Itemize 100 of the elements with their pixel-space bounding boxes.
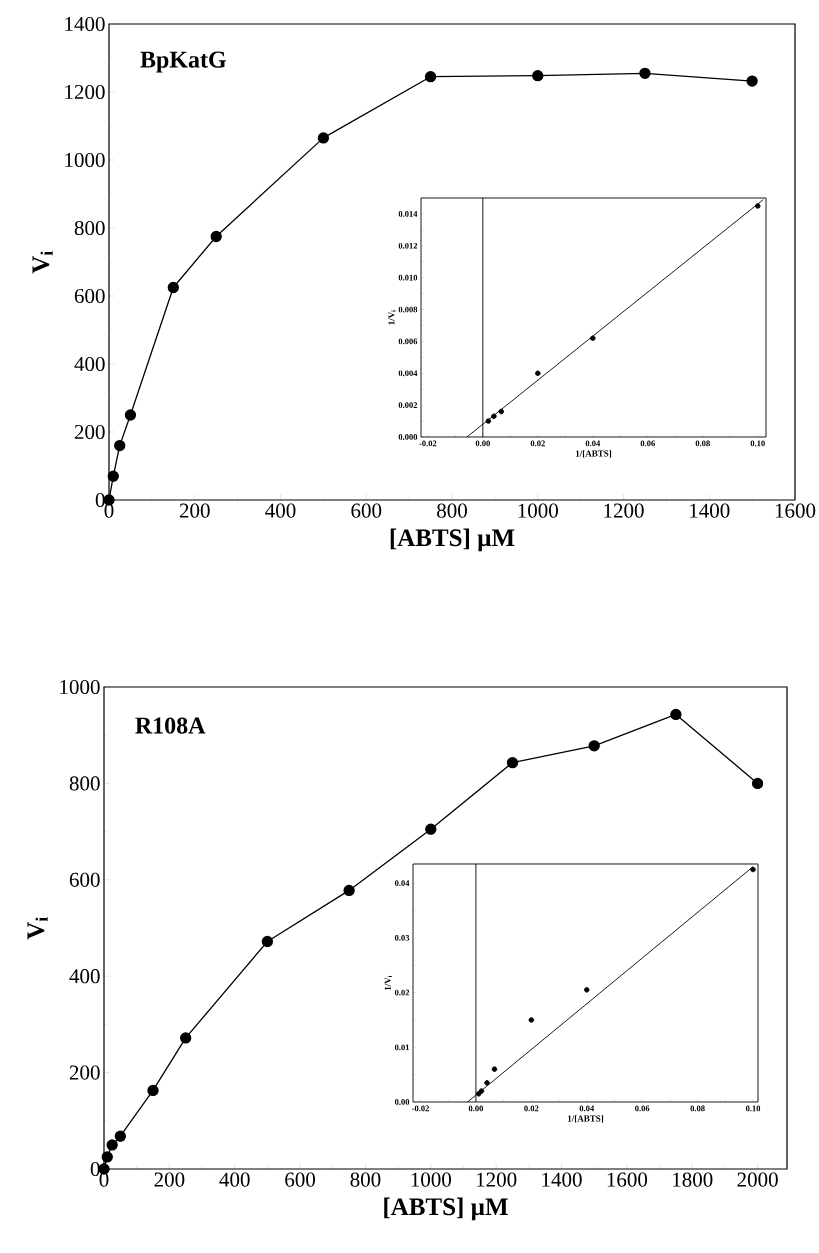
x-tick-label: 0.00: [475, 440, 490, 447]
y-axis-title: V$_{i}$: [32, 251, 53, 274]
x-tick-label: 1000: [518, 503, 558, 518]
y-tick-label: 0.000: [398, 434, 417, 440]
y-tick-label: 0.03: [394, 934, 410, 941]
y-tick-label: 0.002: [398, 402, 417, 409]
point: [506, 757, 518, 769]
point: [124, 409, 136, 421]
point: [639, 67, 651, 79]
x-tick-label: 0.06: [640, 440, 655, 447]
point: [317, 132, 329, 144]
point: [114, 1130, 126, 1142]
x-tick-label: 0.10: [745, 1105, 760, 1112]
point: [750, 866, 756, 873]
x-tick-label: 1000: [411, 1172, 451, 1187]
y-tick-label: 0.00: [394, 1099, 409, 1105]
x-axis-title: [ABTS] µM: [390, 528, 515, 552]
point: [113, 439, 126, 452]
x-tick-label: 1400: [542, 1172, 582, 1187]
x-axis-title: [ABTS] µM: [384, 1197, 508, 1221]
point: [484, 1080, 490, 1086]
y-tick-label: 0.01: [394, 1044, 409, 1051]
x-tick-label: 1400: [689, 503, 730, 518]
y-tick-label: 1200: [65, 84, 105, 100]
y-tick-label: 0.04: [394, 880, 410, 887]
y-tick-label: 0.014: [398, 211, 418, 217]
x-tick-label: 800: [436, 503, 467, 518]
x-tick-label: 2000: [737, 1172, 778, 1187]
x-tick-label: 1800: [672, 1172, 713, 1187]
y-tick-label: 1400: [65, 16, 105, 32]
y-tick-label: 600: [69, 872, 100, 887]
y-tick-label: 600: [74, 288, 105, 304]
x-tick-label: 0.08: [695, 440, 710, 447]
point: [343, 884, 355, 897]
point: [261, 935, 273, 948]
y-tick-label: 400: [74, 356, 105, 372]
point: [101, 1151, 113, 1163]
y-tick-label: 0.02: [394, 989, 409, 996]
point: [424, 823, 437, 835]
x-axis-title: 1/[ABTS]: [575, 450, 611, 458]
y-axis-title: V$_{i}$: [27, 917, 48, 940]
y-tick-label: 0.012: [398, 242, 417, 249]
x-tick-label: 1200: [476, 1172, 517, 1187]
y-axis-title: 1/V$_{i}$: [388, 310, 396, 325]
x-tick-label: 0.02: [530, 440, 545, 447]
point: [670, 708, 682, 721]
y-tick-label: 0.004: [398, 370, 418, 377]
x-tick-label: 200: [179, 503, 210, 518]
x-tick-label: 0.00: [468, 1105, 483, 1112]
point: [179, 1032, 192, 1044]
point: [147, 1084, 159, 1097]
point: [424, 71, 437, 83]
x-tick-label: -0.02: [411, 1105, 429, 1112]
x-tick-label: 1200: [604, 503, 644, 518]
y-tick-label: 0.008: [398, 306, 418, 313]
point: [751, 777, 764, 790]
point: [588, 740, 600, 752]
x-tick-label: 0.04: [585, 440, 600, 447]
x-tick-label: 600: [351, 503, 382, 518]
point: [531, 70, 544, 82]
point: [478, 1088, 485, 1094]
x-tick-label: 0.06: [634, 1105, 650, 1112]
x-tick-label: 600: [285, 1172, 315, 1187]
y-tick-label: 400: [69, 969, 100, 984]
y-tick-label: 200: [69, 1065, 100, 1080]
y-tick-label: 800: [69, 776, 100, 791]
point: [485, 418, 491, 424]
point: [583, 987, 590, 993]
x-tick-label: 0.04: [579, 1105, 594, 1112]
point: [528, 1017, 534, 1023]
x-tick-label: 1600: [775, 503, 816, 518]
point: [210, 230, 222, 243]
y-tick-label: 1000: [65, 152, 105, 168]
point: [491, 1066, 498, 1072]
point: [490, 413, 497, 420]
y-axis-title: 1/V$_{i}$: [384, 975, 392, 991]
point: [106, 1139, 118, 1151]
x-tick-label: 400: [219, 1172, 250, 1187]
annotation: R108A: [135, 717, 206, 734]
x-tick-label: -0.02: [419, 440, 437, 447]
y-tick-label: 800: [74, 220, 105, 236]
y-tick-label: 0.006: [398, 338, 418, 345]
point: [534, 370, 541, 377]
x-tick-label: 800: [350, 1172, 381, 1187]
x-tick-label: 0.08: [690, 1105, 705, 1112]
point: [498, 408, 504, 415]
point: [167, 281, 179, 294]
annotation: BpKatG: [140, 51, 226, 73]
point: [107, 470, 119, 482]
y-tick-label: 0.010: [398, 274, 417, 281]
x-tick-label: 1600: [607, 1172, 647, 1187]
x-tick-label: 200: [154, 1172, 185, 1187]
x-axis-title: 1/[ABTS]: [567, 1115, 603, 1123]
x-tick-label: 0.02: [524, 1105, 539, 1112]
point: [589, 335, 596, 341]
x-tick-label: 400: [265, 503, 296, 518]
x-tick-label: 0.10: [750, 440, 765, 447]
point: [746, 75, 758, 87]
y-tick-label: 1000: [60, 679, 100, 695]
point: [754, 203, 761, 209]
